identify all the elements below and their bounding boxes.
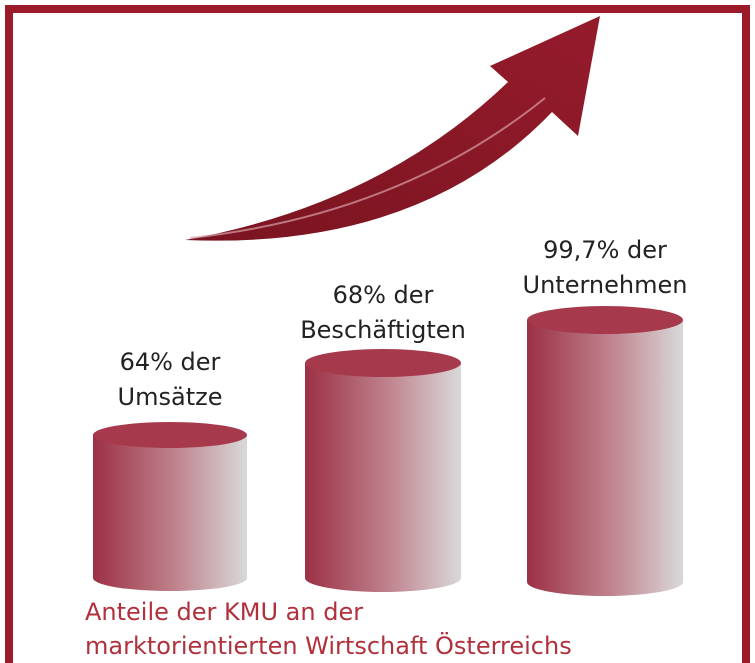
caption-line: Anteile der KMU an der bbox=[85, 598, 363, 626]
cylinder bbox=[527, 306, 683, 596]
label-line: 99,7% der bbox=[543, 236, 667, 264]
label-line: Unternehmen bbox=[523, 271, 688, 299]
label-line: Umsätze bbox=[118, 383, 223, 411]
label-line: 68% der bbox=[333, 281, 434, 309]
caption-line: marktorientierten Wirtschaft Österreichs bbox=[85, 631, 572, 660]
label-line: Beschäftigten bbox=[300, 316, 466, 344]
arrow bbox=[185, 16, 600, 241]
cylinder bbox=[93, 422, 247, 591]
cylinder bbox=[305, 349, 461, 592]
label-line: 64% der bbox=[120, 348, 221, 376]
frame bbox=[5, 5, 750, 663]
